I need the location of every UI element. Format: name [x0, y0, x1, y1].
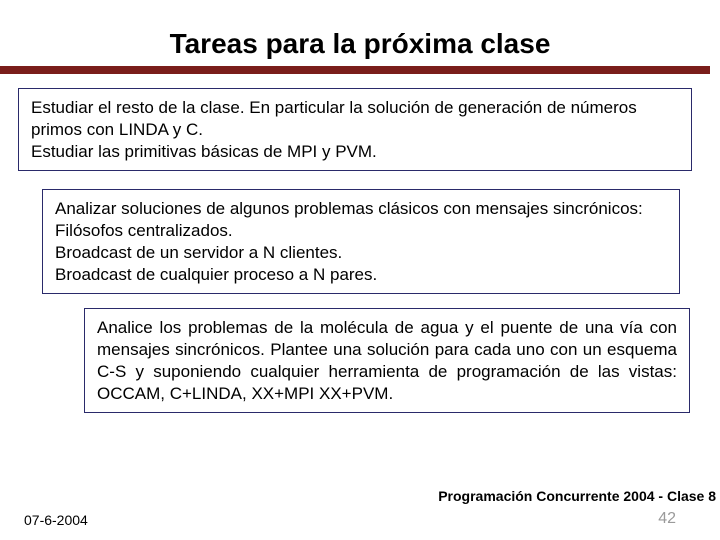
footer-page-number: 42 — [658, 510, 676, 528]
task-box-3: Analice los problemas de la molécula de … — [84, 308, 690, 413]
title-rule — [0, 66, 710, 74]
task-box-2-line-1: Analizar soluciones de algunos problemas… — [55, 199, 643, 218]
task-box-1-line-2: Estudiar las primitivas básicas de MPI y… — [31, 142, 377, 161]
footer-date: 07-6-2004 — [24, 512, 88, 528]
footer-course: Programación Concurrente 2004 - Clase 8 — [438, 488, 716, 504]
task-box-1: Estudiar el resto de la clase. En partic… — [18, 88, 692, 171]
task-box-2-line-4: Broadcast de cualquier proceso a N pares… — [55, 265, 377, 284]
task-box-2-line-3: Broadcast de un servidor a N clientes. — [55, 243, 342, 262]
task-box-2: Analizar soluciones de algunos problemas… — [42, 189, 680, 294]
task-box-3-line-1: Analice los problemas de la molécula de … — [97, 318, 677, 402]
task-box-1-line-1: Estudiar el resto de la clase. En partic… — [31, 98, 637, 139]
task-box-2-line-2: Filósofos centralizados. — [55, 221, 233, 240]
slide-title: Tareas para la próxima clase — [0, 0, 720, 66]
